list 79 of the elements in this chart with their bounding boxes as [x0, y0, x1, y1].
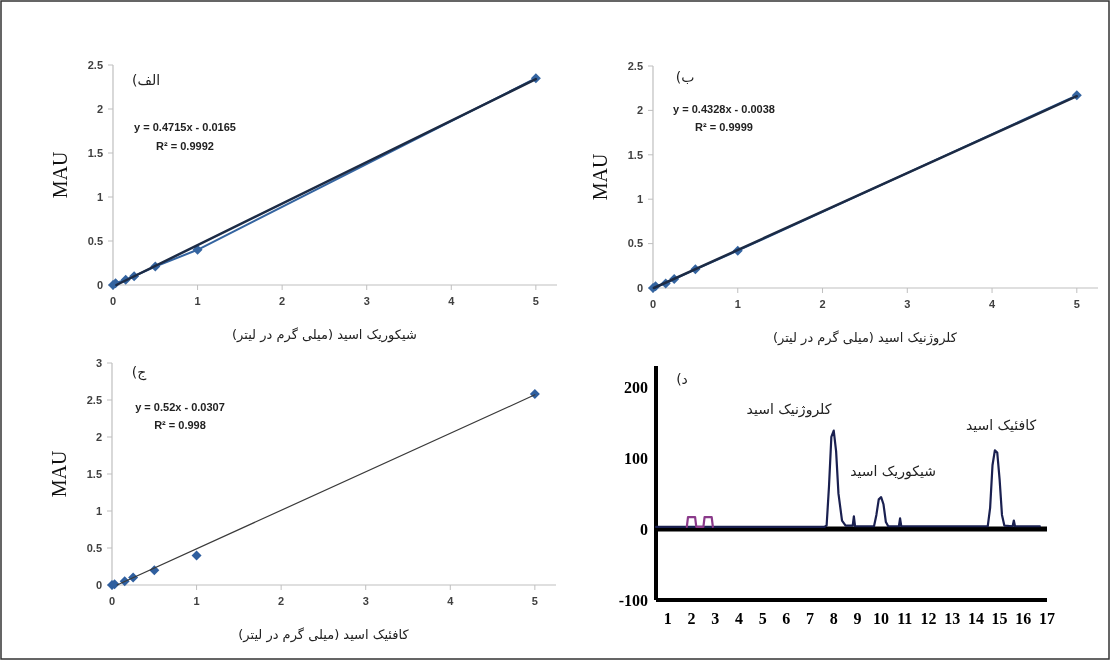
x-tick-label: 4 [988, 298, 996, 310]
x-tick-label: 2 [278, 595, 285, 607]
y-tick-label: 0 [95, 578, 102, 591]
x-tick-label: 5 [1073, 298, 1080, 310]
annotation: y = 0.4328x - 0.0038 [673, 103, 775, 115]
x-tick-label: 3 [362, 595, 369, 607]
y-tick-label: 2 [636, 104, 643, 117]
y-tick-label: 200 [624, 378, 648, 396]
x-tick-label: 0 [649, 298, 657, 310]
x-tick-label: 5 [532, 295, 539, 307]
x-tick-label: 10 [873, 610, 890, 627]
annotation: الف) [131, 72, 161, 88]
annotation: ب) [675, 69, 695, 85]
annotation: y = 0.4715x - 0.0165 [134, 121, 236, 133]
y-tick-label: 1.5 [86, 467, 102, 480]
x-tick-label: 15 [991, 610, 1008, 627]
y-tick-label: 2 [95, 430, 102, 443]
x-tick-label: 0 [108, 595, 116, 607]
annotation: د) [676, 371, 688, 387]
y-tick-label: 2.5 [86, 393, 102, 406]
y-tick-label: 3 [95, 356, 102, 369]
point [191, 550, 202, 561]
y-tick-label: 0 [640, 520, 648, 538]
y-tick-label: 1 [636, 193, 643, 206]
x-tick-label: 7 [806, 610, 815, 627]
x-tick-label: 2 [279, 295, 286, 307]
x-tick-label: 6 [782, 610, 791, 627]
y-tick-label: 100 [624, 449, 648, 467]
x-tick-label: 11 [897, 610, 913, 627]
x-axis-title: کافئیک اسید (میلی گرم در لیتر) [238, 627, 410, 643]
annotation: R² = 0.998 [154, 419, 206, 431]
x-axis-title: شیکوریک اسید (میلی گرم در لیتر) [232, 327, 417, 343]
x-tick-label: 4 [734, 610, 743, 627]
x-tick-label: 5 [758, 610, 767, 627]
y-tick-label: -100 [618, 591, 648, 609]
x-tick-label: 13 [944, 610, 961, 627]
y-axis-title: MAU [49, 151, 71, 199]
x-tick-label: 12 [920, 610, 937, 627]
y-tick-label: 0.5 [87, 234, 103, 247]
x-tick-label: 14 [967, 610, 984, 627]
x-tick-label: 9 [853, 610, 862, 627]
point [529, 389, 540, 400]
x-tick-label: 8 [829, 610, 838, 627]
annotation: R² = 0.9992 [156, 140, 214, 152]
y-tick-label: 0 [636, 281, 643, 294]
annotation: کافئیک اسید [965, 417, 1037, 433]
x-tick-label: 4 [448, 295, 456, 307]
x-tick-label: 3 [711, 610, 720, 627]
y-tick-label: 1.5 [627, 148, 643, 161]
x-tick-label: 3 [363, 295, 370, 307]
annotation: y = 0.52x - 0.0307 [135, 401, 225, 413]
x-tick-label: 1 [663, 610, 672, 627]
x-tick-label: 3 [904, 298, 911, 310]
x-tick-label: 0 [109, 295, 117, 307]
y-tick-label: 1.5 [87, 146, 103, 159]
y-tick-label: 2.5 [87, 58, 103, 71]
x-tick-label: 2 [687, 610, 696, 627]
y-axis-title: MAU [48, 450, 70, 498]
x-tick-label: 1 [194, 295, 201, 307]
y-tick-label: 1 [96, 190, 103, 203]
y-tick-label: 2.5 [627, 59, 643, 72]
x-tick-label: 17 [1039, 610, 1055, 627]
x-tick-label: 1 [734, 298, 741, 310]
x-tick-label: 5 [531, 595, 538, 607]
y-tick-label: 2 [96, 102, 103, 115]
annotation: کلروژنیک اسید [746, 401, 832, 418]
x-tick-label: 2 [819, 298, 826, 310]
x-tick-label: 1 [193, 595, 200, 607]
y-axis-title: MAU [589, 153, 611, 201]
x-tick-label: 16 [1015, 610, 1032, 627]
annotation: شیکوریک اسید [850, 463, 936, 480]
y-tick-label: 0.5 [86, 541, 102, 554]
x-tick-label: 4 [447, 595, 455, 607]
y-tick-label: 0.5 [627, 237, 643, 250]
annotation: ج) [131, 364, 148, 381]
y-tick-label: 1 [95, 504, 102, 517]
annotation: R² = 0.9999 [695, 121, 753, 133]
x-axis-title: کلروژنیک اسید (میلی گرم در لیتر) [772, 330, 958, 346]
y-tick-label: 0 [96, 278, 103, 291]
